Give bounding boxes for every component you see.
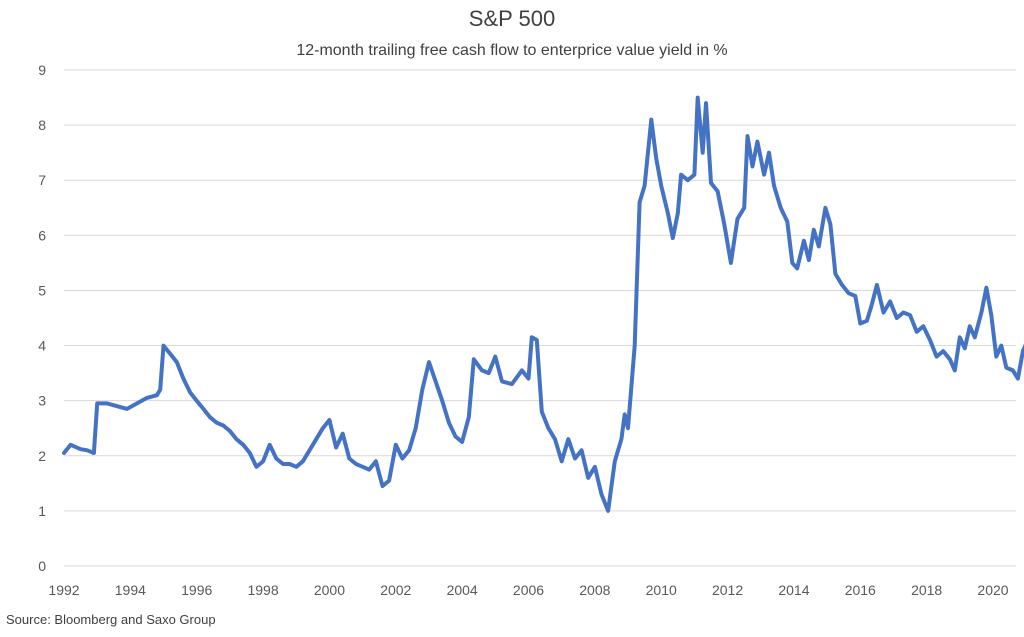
x-tick-label-2018: 2018 [911, 582, 942, 598]
x-tick-label-2002: 2002 [380, 582, 411, 598]
y-tick-label-5: 5 [38, 282, 46, 298]
y-tick-label-7: 7 [38, 172, 46, 188]
x-tick-label-2004: 2004 [447, 582, 478, 598]
y-tick-label-4: 4 [38, 338, 46, 354]
x-tick-label-2010: 2010 [646, 582, 677, 598]
y-tick-label-8: 8 [38, 117, 46, 133]
x-tick-label-2000: 2000 [314, 582, 345, 598]
chart-subtitle: 12-month trailing free cash flow to ente… [296, 42, 728, 59]
series-line-1 [62, 95, 1024, 513]
x-tick-label-2006: 2006 [513, 582, 544, 598]
y-tick-label-0: 0 [38, 558, 46, 574]
chart-title: S&P 500 [468, 6, 556, 31]
x-tick-label-2014: 2014 [778, 582, 809, 598]
y-tick-label-3: 3 [38, 393, 46, 409]
y-tick-label-1: 1 [38, 503, 46, 519]
x-tick-label-1992: 1992 [48, 582, 79, 598]
x-tick-label-1998: 1998 [247, 582, 278, 598]
chart-source-note: Source: Bloomberg and Saxo Group [6, 612, 216, 627]
x-tick-label-2012: 2012 [712, 582, 743, 598]
y-tick-label-2: 2 [38, 448, 46, 464]
y-tick-label-9: 9 [38, 62, 46, 78]
x-tick-label-1996: 1996 [181, 582, 212, 598]
y-tick-label-6: 6 [38, 227, 46, 243]
x-tick-label-2008: 2008 [579, 582, 610, 598]
x-tick-label-1994: 1994 [115, 582, 146, 598]
x-tick-label-2016: 2016 [845, 582, 876, 598]
x-tick-label-2020: 2020 [977, 582, 1008, 598]
